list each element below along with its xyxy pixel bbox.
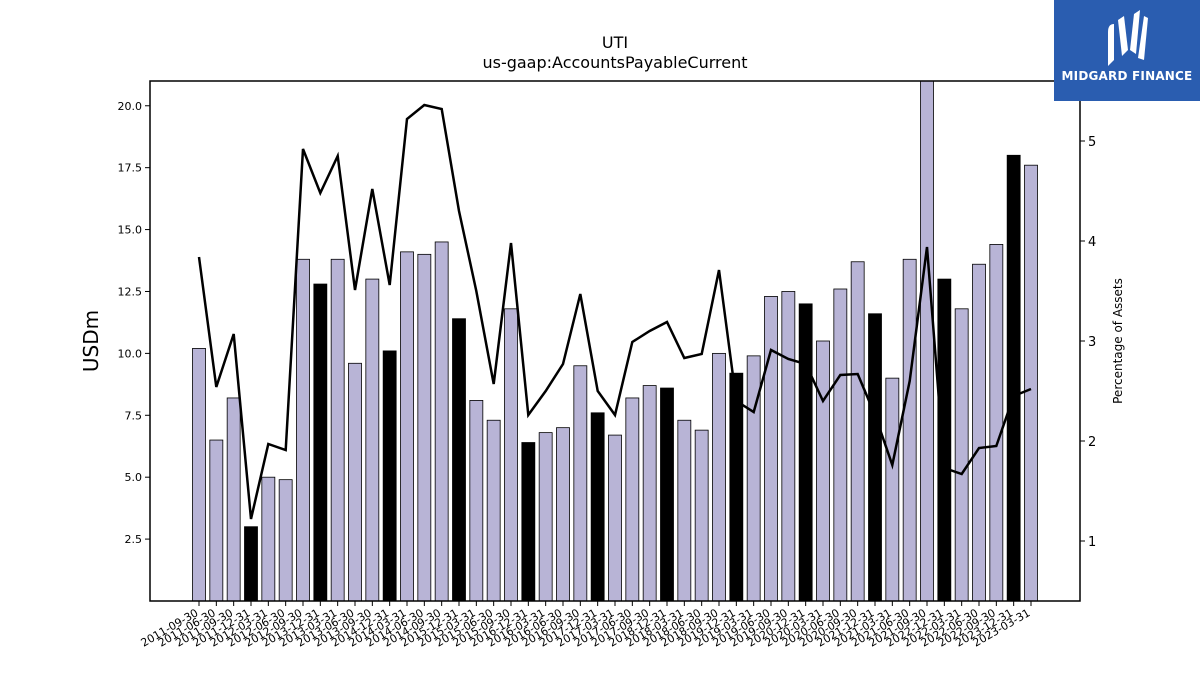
bar [694, 429, 709, 602]
bar [868, 313, 882, 602]
bar [382, 350, 397, 602]
bar [417, 253, 432, 602]
bar [192, 348, 206, 602]
midgard-m-logo-icon [1108, 10, 1148, 66]
y2-axis-label: Percentage of Assets [1111, 278, 1125, 404]
bar [712, 352, 726, 602]
y-tick-label: 17.5 [118, 162, 143, 175]
bar [798, 303, 813, 602]
bar [920, 80, 934, 602]
bar [972, 263, 986, 602]
bar [989, 244, 1004, 602]
y-tick-label: 20.0 [118, 100, 143, 113]
chart-subtitle: us-gaap:AccountsPayableCurrent [482, 53, 747, 72]
bar [261, 476, 276, 602]
bar [764, 296, 778, 602]
bar [278, 479, 293, 602]
bar [538, 432, 553, 602]
y-tick-label: 5.0 [125, 471, 143, 484]
bar [1006, 154, 1021, 602]
bar [608, 434, 622, 602]
bar [902, 258, 917, 602]
midgard-finance-logo: MIDGARD FINANCE [1054, 0, 1200, 101]
bar [452, 318, 466, 602]
bar [833, 288, 848, 602]
y-tick-label: 12.5 [118, 285, 143, 298]
bar [660, 387, 674, 602]
line-series [197, 103, 1032, 520]
y2-tick-label: 5 [1088, 135, 1096, 150]
bar [590, 412, 605, 602]
y-tick-label: 7.5 [125, 409, 143, 422]
logo-text: MIDGARD FINANCE [1061, 69, 1193, 83]
bar [330, 258, 345, 602]
axes: 2.55.07.510.012.515.017.520.0123452011-0… [118, 80, 1096, 650]
y2-tick-label: 1 [1088, 535, 1096, 550]
bar [244, 526, 258, 602]
bar [209, 439, 224, 602]
bar [365, 278, 380, 602]
y2-tick-label: 4 [1088, 235, 1096, 250]
y-tick-label: 15.0 [118, 224, 143, 237]
bar [313, 283, 328, 602]
bar [625, 397, 640, 602]
bar [469, 400, 484, 602]
y-tick-label: 2.5 [125, 533, 143, 546]
bar [954, 308, 969, 602]
bar [226, 397, 241, 602]
bar [885, 377, 900, 602]
bar [677, 419, 692, 602]
bar [816, 340, 830, 602]
bar [486, 419, 501, 602]
bar [781, 291, 796, 602]
bar [348, 362, 362, 602]
y2-tick-label: 3 [1088, 335, 1096, 350]
bar [296, 258, 310, 602]
bar-series [192, 80, 1038, 602]
bar [573, 365, 588, 602]
bar [504, 308, 518, 602]
line-path [197, 103, 1032, 520]
bar [1024, 164, 1038, 602]
chart-title: UTI [602, 33, 628, 52]
y-axis-label: USDm [79, 310, 103, 372]
bar [937, 278, 952, 602]
bar [400, 251, 414, 602]
y2-tick-label: 2 [1088, 435, 1096, 450]
bar [850, 261, 865, 602]
y-tick-label: 10.0 [118, 347, 143, 360]
bar [556, 427, 570, 602]
bar [434, 241, 449, 602]
bar [642, 385, 657, 602]
bar [521, 442, 536, 602]
bar [729, 372, 744, 602]
